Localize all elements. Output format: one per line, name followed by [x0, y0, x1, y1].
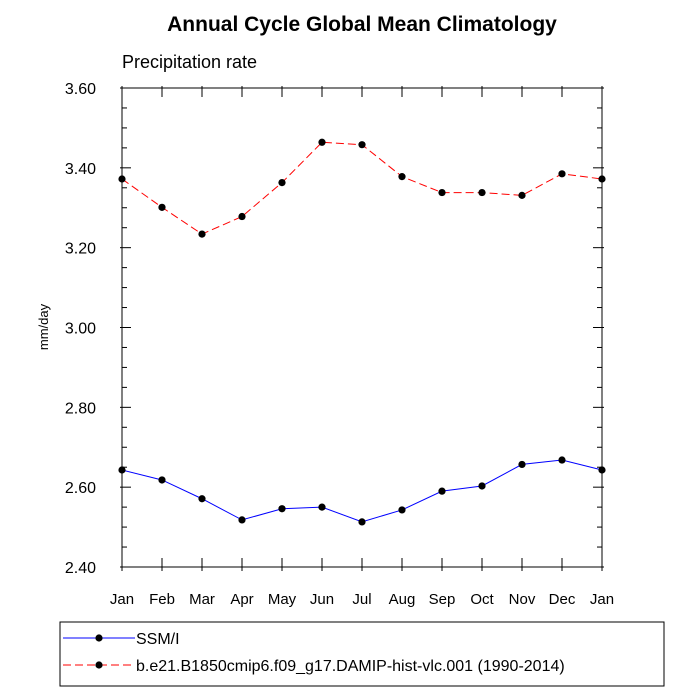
x-tick-label: Jan	[110, 591, 134, 608]
data-point-series-1	[278, 505, 286, 513]
data-point-series-2	[198, 230, 206, 238]
x-tick-label: Feb	[149, 591, 175, 608]
data-point-series-1	[438, 487, 446, 495]
y-tick-label: 3.20	[65, 241, 96, 258]
data-point-series-1	[518, 460, 526, 469]
data-point-series-1	[358, 518, 366, 526]
x-tick-label: Aug	[389, 591, 416, 608]
series-line-1	[121, 459, 603, 523]
data-point-series-1	[598, 466, 606, 474]
data-point-series-2	[318, 138, 326, 146]
x-tick-label: May	[268, 591, 297, 608]
data-point-series-1	[558, 456, 566, 464]
y-tick-label: 2.40	[65, 560, 96, 577]
x-tick-label: Oct	[470, 591, 494, 608]
data-point-series-1	[158, 476, 166, 484]
data-point-series-2	[238, 212, 246, 221]
x-tick-label: Sep	[429, 591, 456, 608]
x-tick-label: Jan	[590, 591, 614, 608]
legend-marker-2	[95, 661, 103, 669]
chart-title: Annual Cycle Global Mean Climatology	[167, 13, 557, 36]
data-point-series-1	[318, 503, 326, 511]
data-point-series-2	[518, 191, 526, 199]
data-point-series-2	[398, 173, 406, 181]
y-tick-label: 3.00	[65, 321, 96, 338]
data-point-series-1	[238, 516, 246, 524]
legend-label-1: SSM/I	[136, 631, 180, 648]
series-line-2	[121, 141, 603, 235]
x-tick-label: Mar	[189, 591, 215, 608]
legend-label-2: b.e21.B1850cmip6.f09_g17.DAMIP-hist-vlc.…	[136, 658, 565, 675]
chart-subtitle: Precipitation rate	[122, 52, 257, 72]
data-point-series-1	[398, 506, 406, 514]
legend-box	[59, 621, 665, 687]
data-point-series-1	[198, 495, 206, 503]
data-point-series-2	[438, 188, 446, 197]
data-point-series-2	[158, 203, 166, 211]
x-tick-label: Jul	[352, 591, 371, 608]
y-tick-label: 2.80	[65, 400, 96, 417]
data-point-series-2	[598, 175, 606, 183]
data-point-series-2	[118, 175, 126, 183]
legend-marker-1	[95, 634, 103, 642]
x-tick-label: Apr	[230, 591, 253, 608]
data-point-series-1	[478, 482, 486, 490]
data-point-series-1	[118, 466, 126, 474]
data-point-series-2	[358, 141, 366, 149]
x-tick-label: Nov	[509, 591, 536, 608]
x-tick-label: Jun	[310, 591, 334, 608]
y-tick-label: 3.60	[65, 81, 96, 98]
x-tick-label: Dec	[549, 591, 576, 608]
y-tick-label: 2.60	[65, 480, 96, 497]
data-point-series-2	[278, 179, 286, 187]
data-point-series-2	[478, 188, 486, 197]
y-axis-label: mm/day	[36, 303, 51, 350]
y-tick-label: 3.40	[65, 161, 96, 178]
data-point-series-2	[558, 170, 566, 178]
